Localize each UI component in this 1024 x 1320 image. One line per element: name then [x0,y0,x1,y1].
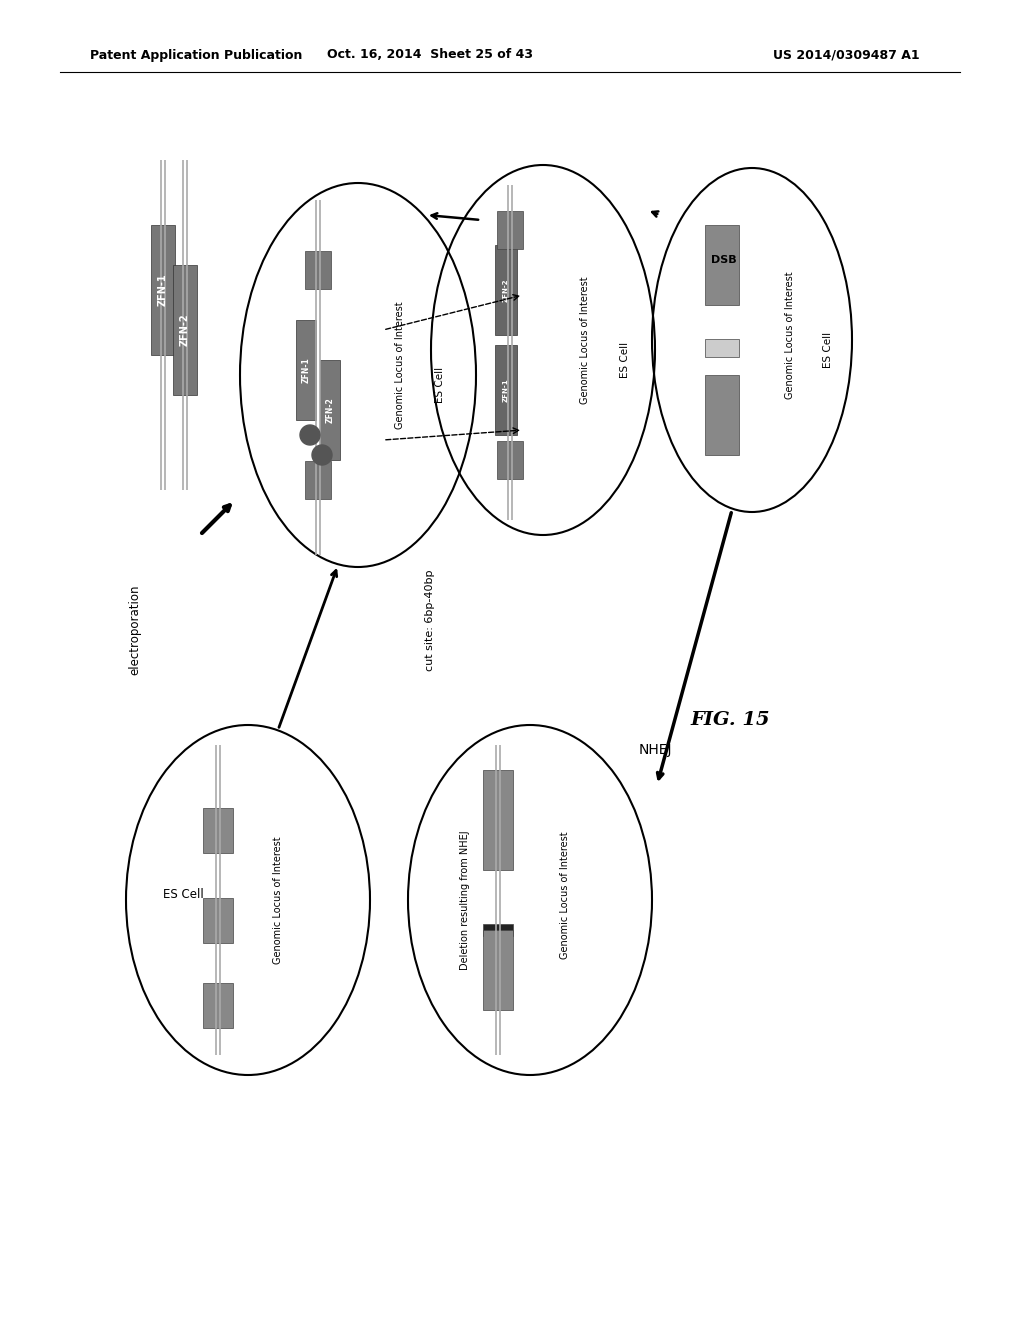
Bar [305,251,331,289]
Text: ZFN-1: ZFN-1 [503,379,509,401]
Text: FIG. 15: FIG. 15 [690,711,770,729]
Text: ZFN-1: ZFN-1 [301,358,310,383]
Text: ES Cell: ES Cell [163,888,204,902]
Bar [203,982,233,1027]
Bar [151,224,175,355]
Bar [705,339,739,356]
Text: Genomic Locus of Interest: Genomic Locus of Interest [273,836,283,964]
Text: US 2014/0309487 A1: US 2014/0309487 A1 [773,49,920,62]
Text: ZFN-2: ZFN-2 [503,279,509,302]
Bar [296,319,316,420]
Text: DSB: DSB [712,255,737,265]
Text: NHEJ: NHEJ [638,743,672,756]
Text: Patent Application Publication: Patent Application Publication [90,49,302,62]
Bar [483,924,513,936]
Text: Oct. 16, 2014  Sheet 25 of 43: Oct. 16, 2014 Sheet 25 of 43 [327,49,534,62]
Circle shape [312,445,332,465]
Text: ZFN-1: ZFN-1 [158,273,168,306]
Text: cut site: 6bp-40bp: cut site: 6bp-40bp [425,569,435,671]
Bar [497,441,523,479]
Bar [319,360,340,459]
Text: ES Cell: ES Cell [435,367,445,403]
Bar [203,898,233,942]
Text: ZFN-2: ZFN-2 [326,397,335,422]
Bar [483,931,513,1010]
Bar [705,224,739,305]
Text: ES Cell: ES Cell [823,331,833,368]
Circle shape [300,425,319,445]
Text: Genomic Locus of Interest: Genomic Locus of Interest [395,301,406,429]
Text: ZFN-2: ZFN-2 [180,314,190,346]
Bar [495,246,517,335]
Text: ES Cell: ES Cell [620,342,630,378]
Bar [173,265,197,395]
Bar [497,211,523,249]
Text: electroporation: electroporation [128,585,141,676]
Text: Deletion resulting from NHEJ: Deletion resulting from NHEJ [460,830,470,970]
Bar [495,345,517,436]
Text: Genomic Locus of Interest: Genomic Locus of Interest [580,276,590,404]
Bar [483,770,513,870]
Bar [203,808,233,853]
Bar [305,461,331,499]
Bar [705,375,739,455]
Text: Genomic Locus of Interest: Genomic Locus of Interest [785,271,795,399]
Text: Genomic Locus of Interest: Genomic Locus of Interest [560,832,570,958]
